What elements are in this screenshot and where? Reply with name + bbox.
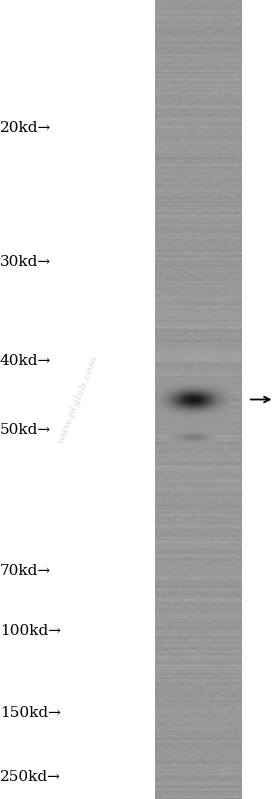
Text: www.ptglab.com: www.ptglab.com: [57, 354, 100, 445]
Text: 250kd→: 250kd→: [0, 769, 61, 784]
Text: 30kd→: 30kd→: [0, 255, 51, 269]
Text: 70kd→: 70kd→: [0, 564, 51, 578]
Text: 150kd→: 150kd→: [0, 706, 61, 720]
Text: 50kd→: 50kd→: [0, 423, 51, 437]
Text: 40kd→: 40kd→: [0, 354, 51, 368]
Text: 20kd→: 20kd→: [0, 121, 51, 135]
Text: 100kd→: 100kd→: [0, 624, 61, 638]
